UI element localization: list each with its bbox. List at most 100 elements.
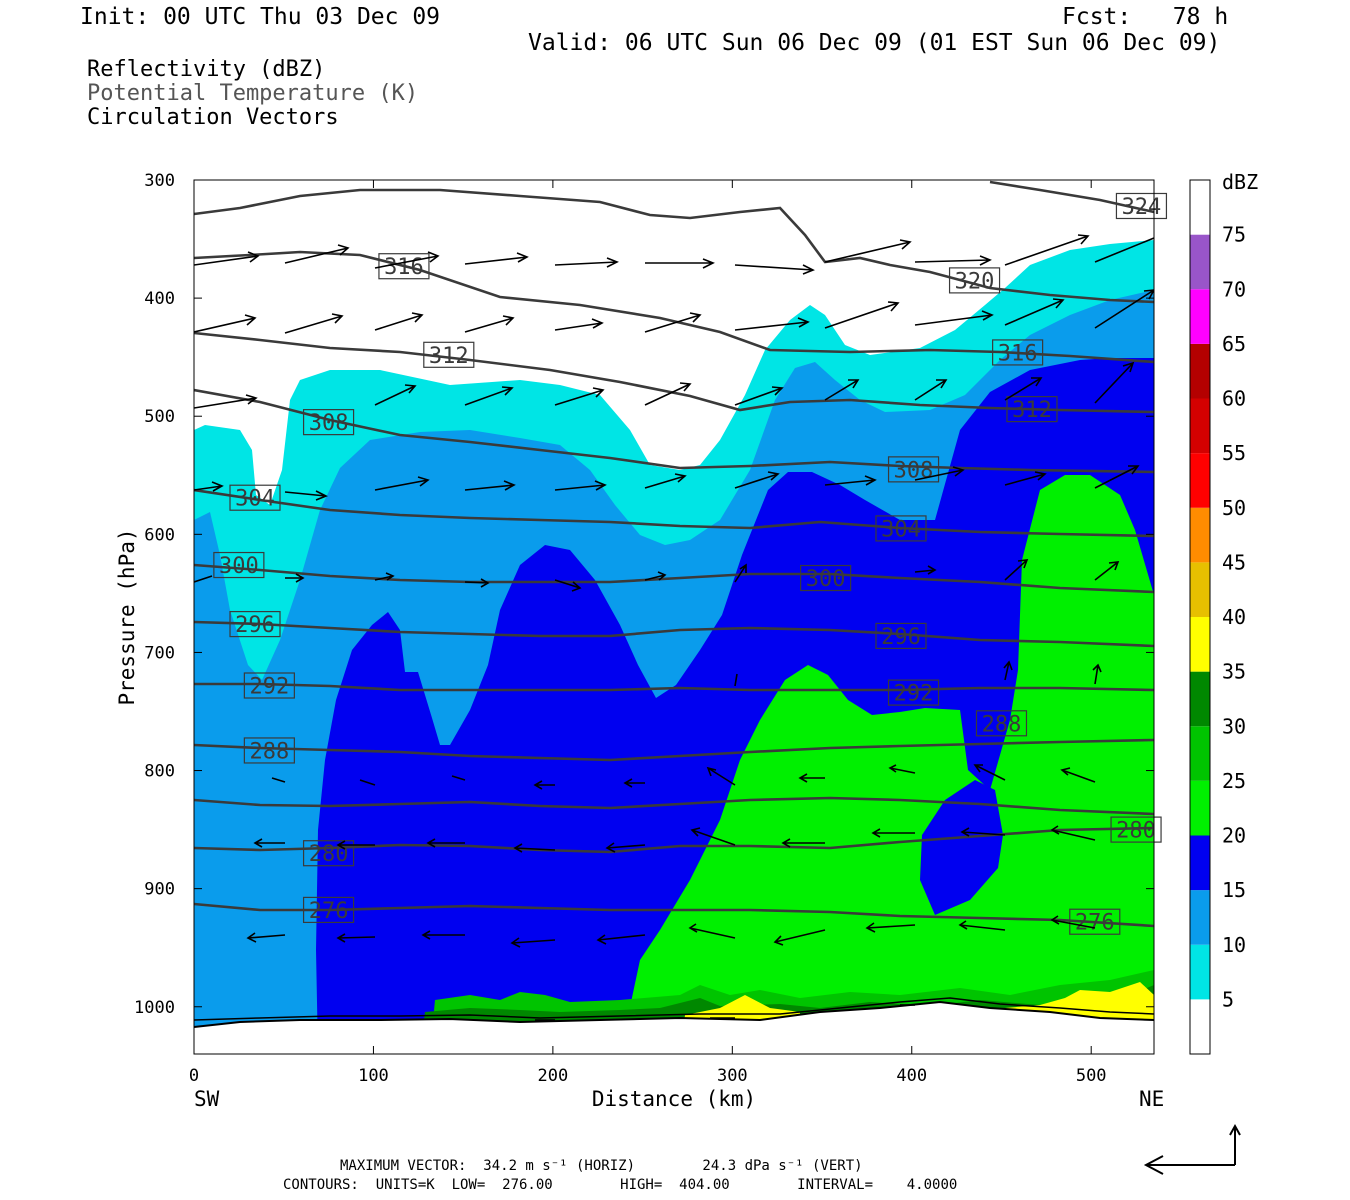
vector-arrow <box>1004 559 1029 581</box>
vector-arrow <box>1060 767 1096 783</box>
colorbar-swatch <box>1190 453 1210 508</box>
theta-label-300: 300 <box>213 551 265 579</box>
vector-arrow <box>336 933 376 943</box>
y-tick-label: 300 <box>144 171 175 191</box>
reference-vertical-arrow <box>1229 1123 1241 1165</box>
vector-arrow <box>1092 663 1102 685</box>
vector-arrow <box>914 310 994 326</box>
colorbar-label: 70 <box>1222 277 1246 301</box>
terrain-fill <box>194 1002 1154 1054</box>
vector-arrow <box>1004 471 1047 486</box>
theta-label-text: 320 <box>955 269 995 294</box>
theta-label-box <box>1115 192 1168 220</box>
theta-label-288: 288 <box>243 737 295 764</box>
colorbar-label: 65 <box>1222 332 1246 356</box>
theta-contours <box>194 180 1154 928</box>
colorbar-label: 60 <box>1222 387 1246 411</box>
vector-arrow <box>688 923 736 939</box>
vector-arrow <box>1004 234 1090 266</box>
y-tick-label: 900 <box>144 880 175 900</box>
theta-label-text: 304 <box>235 487 275 512</box>
colorbar-swatch <box>1190 180 1210 235</box>
vector-arrow <box>194 314 257 333</box>
colorbar-label: 30 <box>1222 714 1246 738</box>
theta-label-text: 276 <box>1075 911 1115 936</box>
colorbar-swatch <box>1190 234 1210 290</box>
vector-arrow <box>865 922 916 933</box>
vector-arrow <box>464 480 516 491</box>
dbz-colorbar: 5 10 15 20 25 30 35 40 45 50 55 60 65 70 75 <box>1189 179 1246 1055</box>
theta-label-text: 316 <box>384 255 424 280</box>
vector-arrow <box>464 386 514 406</box>
vector-arrow <box>513 843 556 853</box>
terrain-line <box>194 1000 1154 1028</box>
colorbar-title: dBZ <box>1222 170 1258 194</box>
theta-label-text: 324 <box>1122 195 1162 220</box>
colorbar-label: 45 <box>1222 550 1246 574</box>
theta-label-308: 308 <box>302 409 355 436</box>
x-tick-label: 400 <box>896 1066 927 1086</box>
vector-arrow <box>1094 289 1154 329</box>
theta-label-text: 316 <box>998 341 1038 366</box>
theta-label-box <box>229 484 281 511</box>
theta-label-text: 312 <box>1012 398 1052 423</box>
theta-label-296: 296 <box>229 610 281 638</box>
theta-label-text: 304 <box>881 517 921 542</box>
vector-arrow <box>246 932 286 943</box>
x-tick-label: 0 <box>189 1066 199 1086</box>
legend-vectors: Circulation Vectors <box>87 105 339 130</box>
reflectivity-field <box>194 180 1154 1054</box>
vector-arrow <box>824 239 912 263</box>
theta-label-324: 324 <box>1115 192 1168 220</box>
vector-arrow <box>623 778 645 788</box>
theta-line-296 <box>194 620 1154 648</box>
colorbar-swatch <box>1190 617 1210 672</box>
theta-line-308 <box>194 388 1154 474</box>
theta-label-box <box>875 515 927 542</box>
vector-arrow <box>914 255 992 266</box>
vector-arrow <box>554 480 607 491</box>
dbz-15-pocket <box>920 780 1003 915</box>
colorbar-label: 15 <box>1222 878 1246 902</box>
theta-label-288: 288 <box>975 710 1028 737</box>
vector-arrow <box>644 571 667 581</box>
vector-arrow <box>914 466 965 481</box>
colorbar-swatch <box>1190 289 1210 344</box>
theta-label-text: 292 <box>894 682 934 707</box>
vector-arrow <box>194 251 260 266</box>
theta-label-box <box>875 622 927 649</box>
theta-label-box <box>948 267 1001 294</box>
theta-label-304: 304 <box>229 484 281 512</box>
theta-label-text: 300 <box>806 567 846 592</box>
theta-label-box <box>423 341 475 368</box>
colorbar-label: 75 <box>1222 223 1246 247</box>
colorbar-swatch <box>1190 343 1210 399</box>
x-tick-label: 300 <box>717 1066 748 1086</box>
vector-arrow <box>605 842 646 853</box>
vector-arrow <box>271 777 286 783</box>
theta-label-308: 308 <box>887 456 940 483</box>
legend-reflectivity: Reflectivity (dBZ) <box>87 57 326 82</box>
y-axis: 300 400 500 600 700 800 900 1000 <box>134 171 1154 1018</box>
vector-arrow <box>958 920 1006 931</box>
theta-contour-labels: 324 320 316 316 312 312 308 308 304 304 300 300 296 2… <box>213 192 1168 936</box>
valid-time: Valid: 06 UTC Sun 06 Dec 09 (01 EST Sun … <box>528 30 1221 56</box>
colorbar-label: 20 <box>1222 824 1246 848</box>
theta-label-box <box>243 737 295 764</box>
colorbar-swatch <box>1190 890 1210 945</box>
colorbar-label: 40 <box>1222 605 1246 629</box>
theta-label-box <box>378 253 430 280</box>
theta-label-276: 276 <box>302 896 355 924</box>
plot-frame <box>193 179 1155 1055</box>
colorbar-swatch <box>1190 835 1210 891</box>
vector-arrow <box>464 315 515 333</box>
theta-label-text: 296 <box>881 625 921 650</box>
vector-arrow <box>1094 361 1135 404</box>
vector-arrow <box>824 379 860 401</box>
theta-label-text: 288 <box>982 712 1022 737</box>
theta-label-292: 292 <box>887 679 940 707</box>
vector-arrow <box>194 394 258 409</box>
x-axis: 0 100 200 300 400 500 <box>189 180 1107 1086</box>
vector-arrow <box>194 575 213 583</box>
vector-arrow <box>888 764 916 774</box>
